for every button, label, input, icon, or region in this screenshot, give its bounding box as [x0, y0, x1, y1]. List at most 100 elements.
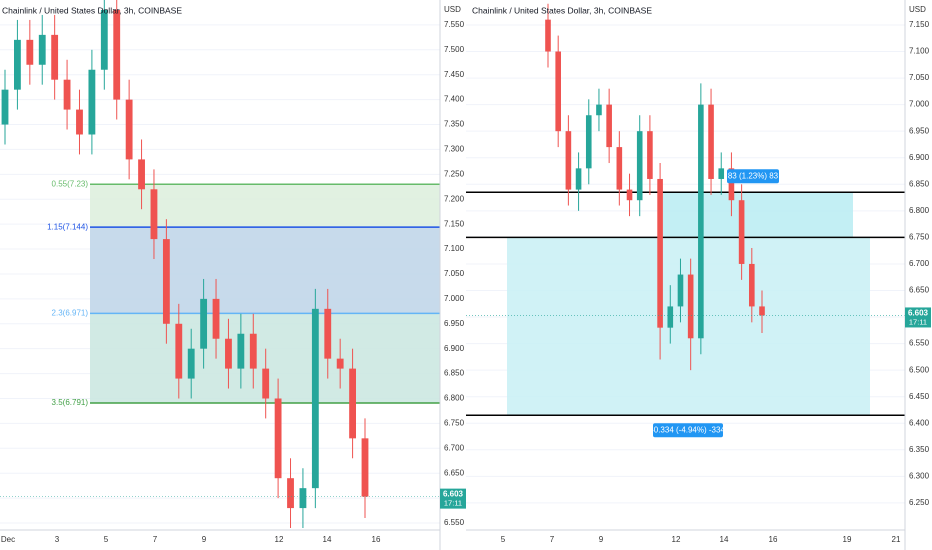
candle-body [162, 239, 170, 324]
candle-body [200, 298, 208, 349]
candle-body [125, 99, 133, 160]
candle-body [361, 438, 369, 497]
y-tick-label: 6.250 [909, 498, 930, 507]
y-tick-label: 6.900 [909, 153, 930, 162]
candle-body [349, 368, 356, 439]
y-tick-label: 7.550 [444, 20, 465, 29]
y-tick-label: 7.350 [444, 120, 465, 129]
candle-body [545, 19, 551, 52]
measure-box [653, 423, 723, 438]
candle-body [262, 368, 270, 399]
candle-body [38, 34, 46, 65]
candle-body [76, 109, 83, 135]
y-tick-label: 6.800 [909, 206, 930, 215]
candle-body [175, 323, 183, 379]
y-tick-label: 7.050 [444, 269, 465, 278]
candle-body [88, 69, 96, 135]
last-price-box [905, 307, 931, 328]
y-tick-label: 6.950 [909, 126, 930, 135]
chart-panel: 0.55(7.23) 1.15(7.144) 2.3(6.971) 3.5(6.791… [0, 0, 466, 550]
y-tick-label: 7.400 [444, 95, 465, 104]
candle-body [14, 39, 21, 90]
x-tick-label: 7 [153, 535, 158, 544]
y-tick-label: 6.550 [909, 339, 930, 348]
candle-body [336, 358, 344, 369]
y-tick-label: 7.000 [444, 294, 465, 303]
candle-body [596, 104, 602, 116]
candle-body [287, 478, 294, 509]
y-tick-label: 7.150 [444, 219, 465, 228]
y-tick-label: 6.850 [444, 369, 465, 378]
candle-body [51, 34, 59, 80]
y-tick-label: 6.950 [444, 319, 465, 328]
price-axis [905, 0, 931, 530]
candle-body [606, 104, 612, 148]
y-tick-label: 6.900 [444, 344, 465, 353]
zone [90, 227, 440, 314]
y-tick-label: 6.650 [909, 286, 930, 295]
y-tick-label: 6.700 [909, 259, 930, 268]
candle-body [212, 298, 220, 339]
candle-body [708, 104, 714, 179]
last-price-label: 6.603 [908, 309, 929, 318]
x-tick-label: 14 [720, 535, 729, 544]
chart-title: Chainlink / United States Dollar, 3h, CO… [472, 5, 652, 15]
candle-body [113, 9, 121, 100]
y-tick-label: 6.400 [909, 418, 930, 427]
candle-body [150, 189, 158, 240]
y-tick-label: 7.100 [909, 47, 930, 56]
y-tick-label: 7.300 [444, 145, 465, 154]
y-tick-label: 7.000 [909, 100, 930, 109]
zone [90, 184, 440, 228]
x-tick-label: 7 [550, 535, 555, 544]
y-tick-label: 7.450 [444, 70, 465, 79]
x-tick-label: 3 [55, 535, 60, 544]
chart-panel: 83 (1.23%) 83 -0.334 (-4.94%) -334 Chainli… [466, 0, 931, 550]
candle-body [657, 178, 663, 328]
y-tick-label: 6.650 [444, 468, 465, 477]
y-tick-label: 7.200 [444, 194, 465, 203]
candle-body [647, 131, 653, 179]
measure-label: -0.334 (-4.94%) -334 [651, 425, 725, 434]
candle-body [718, 168, 725, 179]
y-tick-label: 6.800 [444, 394, 465, 403]
y-tick-label: 7.050 [909, 73, 930, 82]
measure-label: 83 (1.23%) 83 [728, 171, 779, 180]
candle-body [187, 348, 195, 379]
level-label: 0.55(7.23) [52, 179, 89, 188]
y-tick-label: 7.250 [444, 169, 465, 178]
candle-body [585, 115, 592, 169]
x-tick-label: Dec [1, 535, 15, 544]
x-tick-label: 5 [501, 535, 506, 544]
last-price-label: 6.603 [443, 490, 464, 499]
candle-body [759, 306, 765, 316]
candle-body [636, 131, 643, 201]
x-tick-label: 21 [892, 535, 901, 544]
countdown-label: 17:11 [444, 499, 462, 508]
candle-body [698, 104, 704, 339]
candle-body [63, 79, 71, 110]
level-label: 1.15(7.144) [47, 222, 88, 231]
countdown-label: 17:11 [909, 317, 927, 326]
level-label: 3.5(6.791) [52, 398, 89, 407]
candle-body [225, 338, 232, 369]
price-axis [440, 0, 466, 530]
candle-body [324, 308, 332, 359]
candle-body [249, 333, 257, 369]
candle-body [311, 308, 319, 489]
y-tick-label: 6.750 [444, 419, 465, 428]
y-tick-label: 6.500 [909, 365, 930, 374]
candle-body [1, 89, 9, 125]
candle-body [555, 51, 561, 132]
x-tick-label: 9 [202, 535, 207, 544]
candle-body [299, 488, 307, 509]
x-tick-label: 19 [843, 535, 852, 544]
y-tick-label: 6.450 [909, 392, 930, 401]
y-tick-label: 6.350 [909, 445, 930, 454]
y-tick-label: 6.300 [909, 471, 930, 480]
candle-body [738, 200, 745, 264]
candle-body [26, 39, 34, 65]
candle-body [749, 263, 755, 307]
last-price-box [440, 488, 466, 509]
candle-body [626, 189, 633, 201]
